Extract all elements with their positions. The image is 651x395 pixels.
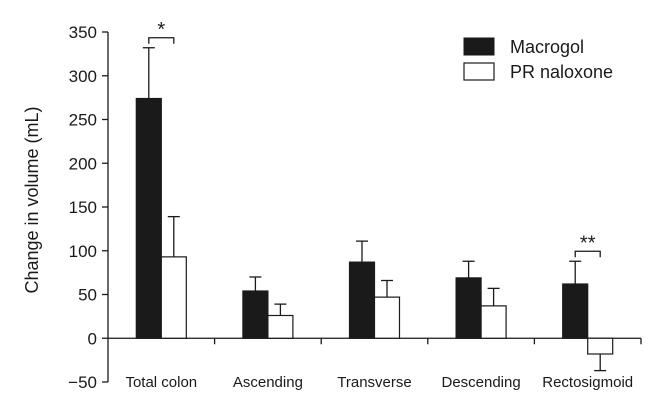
significance-bracket xyxy=(148,37,175,44)
y-tick-label: −50 xyxy=(68,373,97,392)
significance-bracket xyxy=(574,250,601,258)
y-tick-label: 250 xyxy=(69,111,97,130)
y-axis-title: Change in volume (mL) xyxy=(22,106,42,293)
bar-pr-naloxone xyxy=(587,337,614,355)
y-tick-label: 100 xyxy=(69,242,97,261)
y-tick-label: 300 xyxy=(69,67,97,86)
axes: −50 0 50 100 150 200 250 300 350 Total colon Ascen… xyxy=(68,23,642,392)
y-tick-label: 350 xyxy=(69,23,97,42)
bar-macrogol xyxy=(455,277,482,339)
bar-macrogol xyxy=(348,261,376,339)
significance-markers: *** xyxy=(148,19,601,258)
x-category-label: Transverse xyxy=(337,374,411,391)
bar-pr-naloxone xyxy=(160,256,187,339)
x-category-label: Total colon xyxy=(125,374,197,391)
legend-label-macrogol: Macrogol xyxy=(510,37,584,57)
x-category-label: Descending xyxy=(441,374,520,391)
significance-label: ** xyxy=(580,232,596,254)
x-category-label: Ascending xyxy=(233,374,303,391)
y-tick-label: 50 xyxy=(78,286,97,305)
legend-swatch-macrogol xyxy=(463,37,495,56)
y-tick-label: 200 xyxy=(69,154,97,173)
significance-label: * xyxy=(157,19,165,41)
legend-swatch-pr-naloxone xyxy=(463,62,495,81)
bar-pr-naloxone xyxy=(480,305,507,339)
bar-pr-naloxone xyxy=(373,296,401,339)
bar-macrogol xyxy=(135,97,162,339)
legend-label-pr-naloxone: PR naloxone xyxy=(510,62,613,82)
bar-macrogol xyxy=(562,283,589,339)
bar-pr-naloxone xyxy=(267,314,294,339)
y-tick-label: 0 xyxy=(88,329,97,348)
y-tick-label: 150 xyxy=(69,198,97,217)
legend: Macrogol PR naloxone xyxy=(463,37,613,82)
x-category-label: Rectosigmoid xyxy=(542,374,633,391)
bar-macrogol xyxy=(242,290,269,339)
bars xyxy=(135,47,614,372)
